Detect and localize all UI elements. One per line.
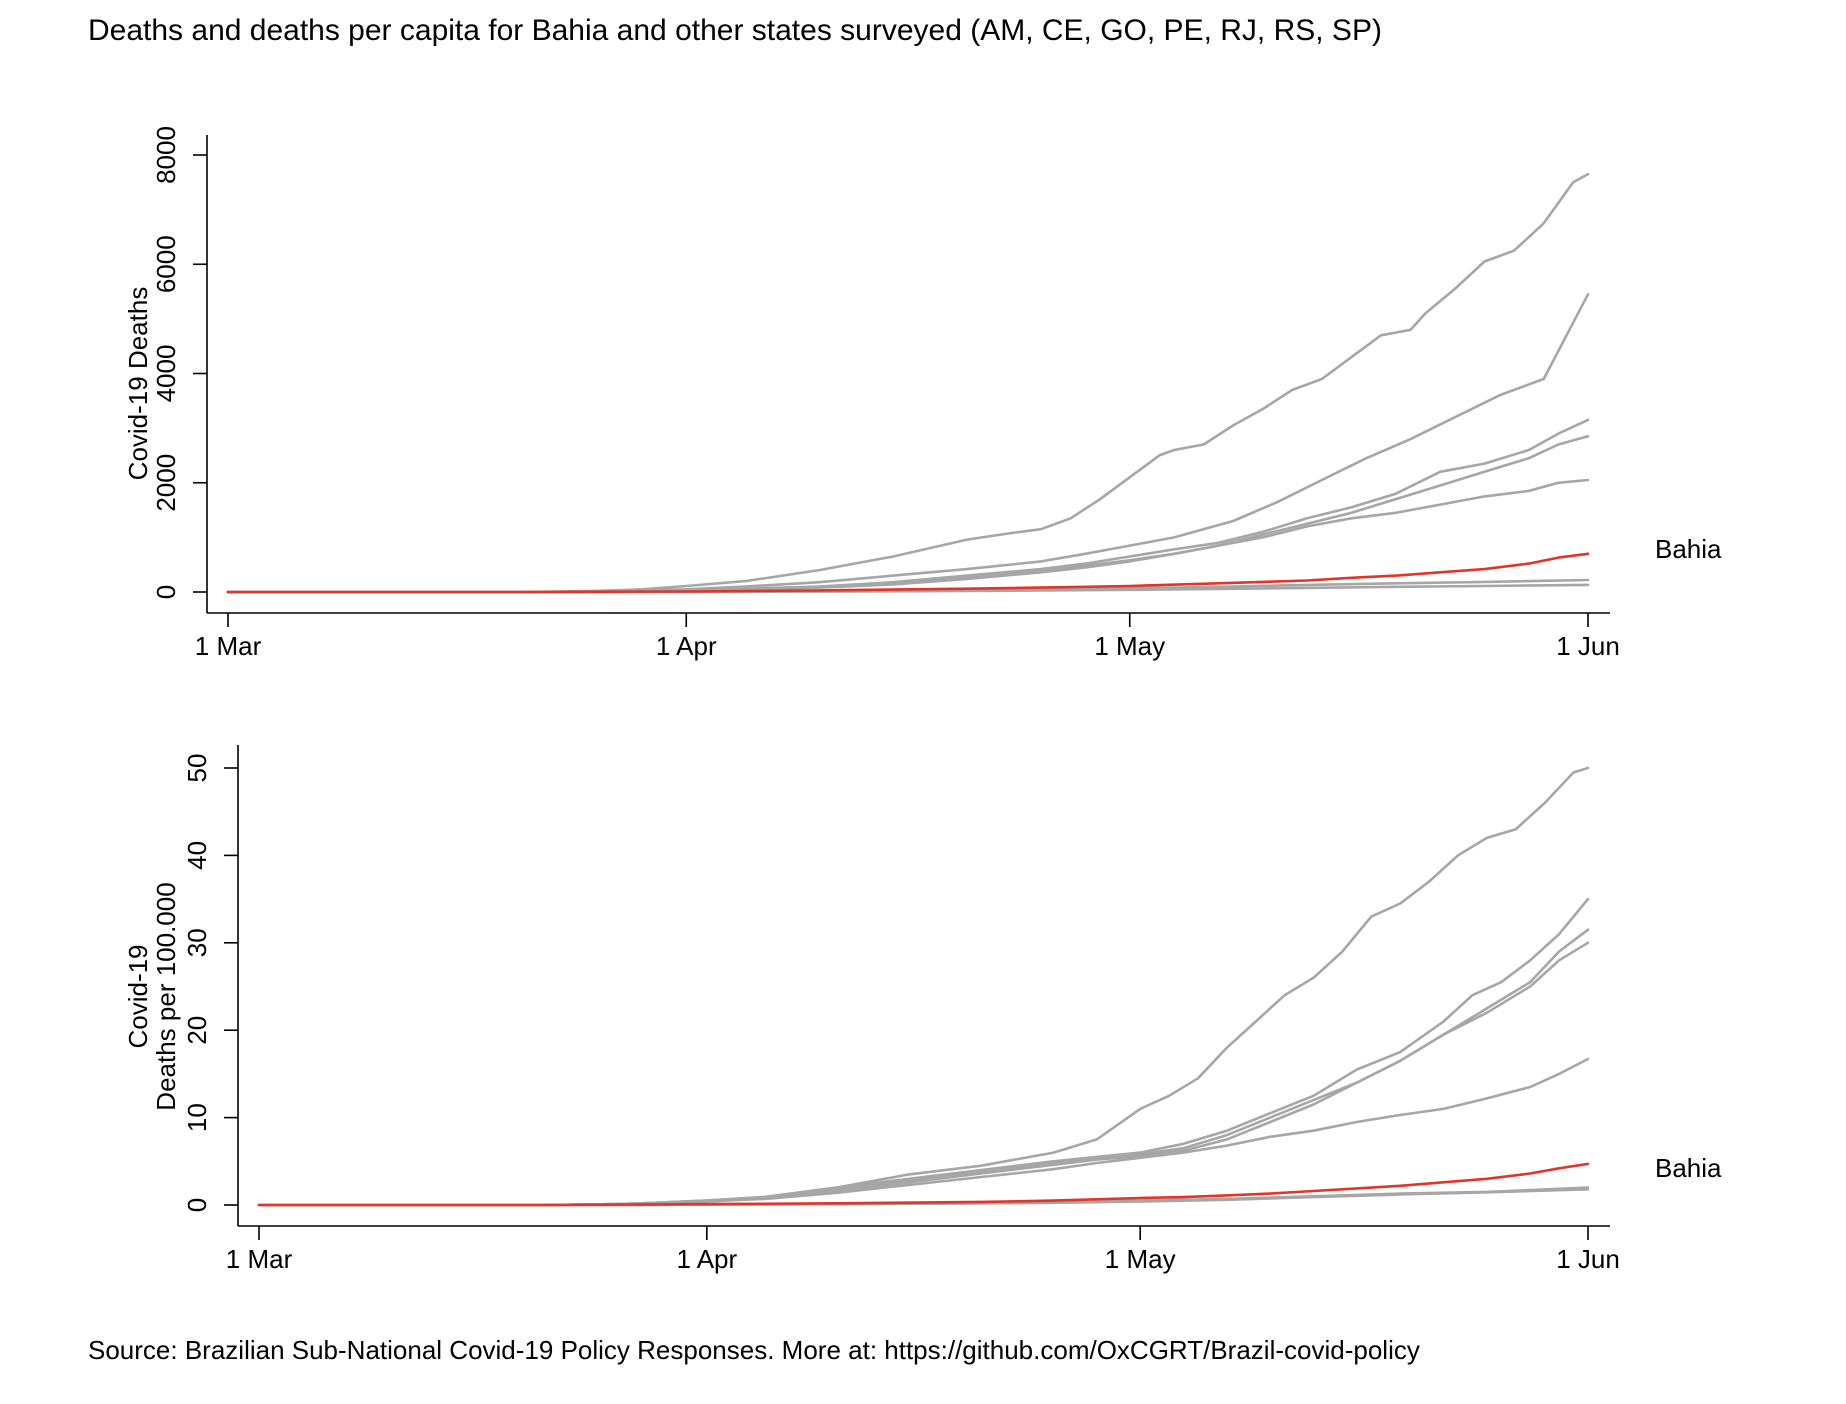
source-note: Source: Brazilian Sub-National Covid-19 … [88, 1335, 1420, 1365]
y-tick-label: 50 [182, 754, 212, 783]
y-tick-label: 4000 [151, 345, 181, 403]
y-tick-label: 0 [182, 1198, 212, 1212]
y-tick-label: 6000 [151, 235, 181, 293]
page-title: Deaths and deaths per capita for Bahia a… [88, 14, 1382, 47]
y-tick-label: 0 [151, 585, 181, 599]
deaths-chart: 0 2000 4000 6000 8000 1 Mar 1 Apr 1 May 1 Jun Cov… [123, 126, 1722, 661]
series-line-other-state [257, 897, 1590, 1207]
y-tick-label: 30 [182, 928, 212, 957]
series-line-bahia [257, 1162, 1590, 1207]
y-axis-title: Deaths per 100.000 [151, 882, 181, 1110]
y-tick-label: 10 [182, 1103, 212, 1132]
series-end-label: Bahia [1655, 534, 1722, 564]
series-line-other-state [257, 1057, 1590, 1207]
series-end-label: Bahia [1655, 1153, 1722, 1183]
x-tick-label: 1 Mar [226, 1244, 293, 1274]
series-line-other-state [226, 418, 1590, 594]
series-line-bahia [226, 552, 1590, 594]
y-tick-label: 8000 [151, 126, 181, 184]
x-tick-label: 1 May [1105, 1244, 1176, 1274]
y-axis-title: Covid-19 Deaths [123, 287, 153, 481]
x-tick-label: 1 Apr [676, 1244, 737, 1274]
y-tick-label: 2000 [151, 454, 181, 512]
x-tick-label: 1 Mar [195, 631, 262, 661]
series-line-other-state [257, 766, 1590, 1207]
x-tick-label: 1 May [1094, 631, 1165, 661]
deaths-per-capita-chart: 0 10 20 30 40 50 1 Mar 1 Apr 1 May 1 Jun Covid-19D… [123, 745, 1722, 1274]
x-tick-label: 1 Jun [1556, 1244, 1620, 1274]
series-line-other-state [226, 172, 1590, 594]
series-line-other-state [257, 941, 1590, 1207]
y-tick-label: 40 [182, 841, 212, 870]
x-tick-label: 1 Apr [656, 631, 717, 661]
series-line-other-state [226, 293, 1590, 594]
x-tick-label: 1 Jun [1556, 631, 1620, 661]
y-axis-title: Covid-19 [123, 944, 153, 1048]
y-tick-label: 20 [182, 1016, 212, 1045]
